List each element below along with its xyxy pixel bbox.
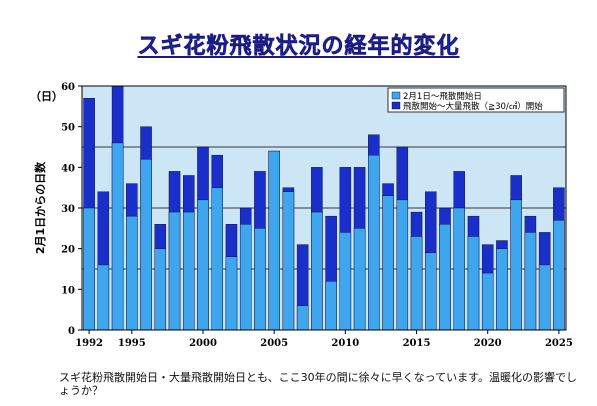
bar-start-2015 — [410, 236, 423, 331]
bar-start-2011 — [353, 228, 366, 331]
legend-box — [387, 87, 565, 113]
bar-start-2009 — [325, 281, 337, 331]
bar-start-2017 — [439, 224, 451, 331]
bar-start-2010 — [339, 232, 352, 331]
y-tick-label: 20 — [61, 245, 75, 256]
legend-label-heavy: 飛散開始～大量飛散（≧30/㎠）開始 — [403, 101, 543, 112]
bar-start-1999 — [183, 211, 195, 331]
caption-note: スギ花粉飛散開始日・大量飛散開始日とも、ここ30年の間に徐々に早くなっています。… — [59, 371, 578, 397]
bar-start-2001 — [211, 187, 223, 331]
bar-start-2023 — [524, 232, 537, 331]
x-tick-label: 2020 — [474, 338, 502, 349]
x-tick-label: 2010 — [331, 338, 359, 349]
y-axis-label: 2月1日からの日数 — [33, 161, 47, 254]
bar-start-2022 — [510, 199, 522, 331]
bar-start-1993 — [97, 264, 110, 331]
y-axis-ticks: 0 10 20 30 40 50 60 — [61, 82, 82, 337]
y-axis-unit: （日） — [30, 90, 63, 103]
bar-start-2021 — [496, 248, 508, 331]
bar-start-1996 — [140, 158, 152, 331]
y-tick-label: 40 — [61, 163, 75, 174]
x-tick-label: 2000 — [189, 338, 217, 349]
y-tick-label: 60 — [61, 82, 75, 93]
bar-start-2004 — [254, 228, 266, 331]
bar-start-2005 — [268, 150, 280, 331]
x-tick-label: 1995 — [118, 338, 146, 349]
bar-start-2007 — [296, 305, 309, 331]
y-tick-label: 10 — [61, 285, 75, 296]
x-tick-label: 2005 — [260, 338, 288, 349]
bar-start-2024 — [538, 264, 551, 331]
bar-start-2013 — [382, 195, 394, 331]
chart-title: スギ花粉飛散状況の経年的変化 — [137, 34, 460, 60]
y-tick-label: 0 — [68, 326, 75, 337]
y-tick-label: 30 — [61, 204, 75, 215]
x-tick-label: 2025 — [545, 338, 573, 349]
legend-swatch-heavy — [391, 101, 401, 110]
bar-start-2006 — [282, 191, 295, 331]
bar-start-2018 — [453, 207, 465, 331]
bar-start-2002 — [225, 256, 238, 331]
bar-start-2008 — [311, 211, 323, 331]
bar-start-2020 — [481, 272, 494, 331]
legend-label-start: 2月1日～飛散開始日 — [403, 91, 482, 102]
bar-start-2025 — [553, 219, 565, 331]
bar-start-1994 — [111, 142, 124, 331]
bar-start-2019 — [467, 236, 480, 331]
bar-start-2000 — [197, 199, 209, 331]
bar-start-1998 — [168, 211, 181, 331]
x-tick-label: 2015 — [403, 338, 431, 349]
legend-swatch-start — [391, 91, 401, 100]
chart-svg: 0 10 20 30 40 50 60 1992 1995 2000 2005 2010 2015 20… — [30, 82, 573, 349]
x-axis-ticks: 1992 1995 2000 2005 2010 2015 2020 2025 — [75, 330, 573, 349]
bar-start-2012 — [368, 154, 380, 331]
bar-start-1997 — [154, 248, 167, 331]
bar-start-2003 — [239, 224, 252, 331]
bar-start-1992 — [83, 207, 95, 331]
start-series — [83, 142, 565, 331]
y-tick-label: 50 — [61, 123, 75, 134]
x-tick-label: 1992 — [75, 338, 103, 349]
bar-start-2016 — [425, 252, 437, 331]
bar-start-1995 — [126, 215, 138, 331]
bar-start-2014 — [396, 199, 409, 331]
